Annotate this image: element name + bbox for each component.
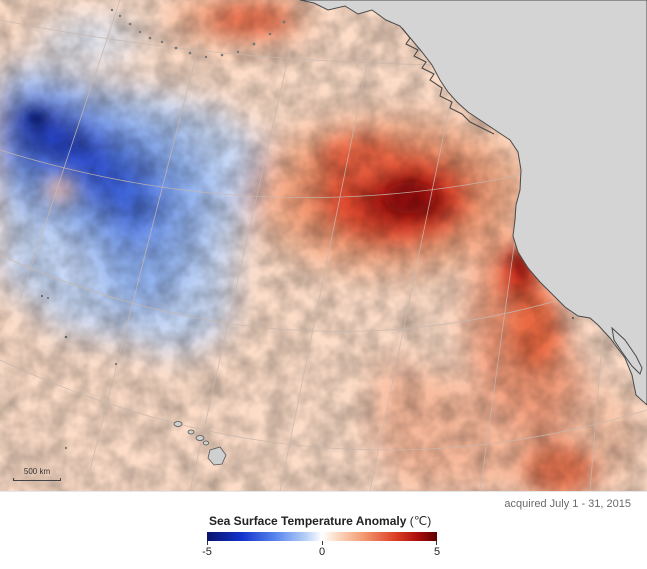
aleutian-islands [110, 8, 286, 59]
legend-mid-label: 0 [318, 546, 326, 558]
scale-bar-label: 500 km [23, 467, 51, 476]
legend-color-ramp [207, 532, 437, 541]
legend-tick-min [207, 541, 208, 545]
scale-bar: 500 km [13, 467, 61, 481]
legend-title: Sea Surface Temperature Anomaly (℃) [209, 514, 431, 528]
anomaly-field [0, 0, 647, 491]
sst-anomaly-map: 500 km [0, 0, 647, 492]
small-islands [40, 294, 575, 449]
legend-unit: (℃) [409, 514, 432, 528]
legend-tick-max [436, 541, 437, 545]
north-america-landmass [299, 0, 647, 406]
legend-min-label: -5 [202, 546, 212, 558]
color-legend: Sea Surface Temperature Anomaly (℃) -5 0… [190, 514, 455, 564]
legend-max-label: 5 [433, 546, 441, 558]
acquisition-date: acquired July 1 - 31, 2015 [504, 498, 631, 510]
legend-tick-mid [322, 541, 323, 545]
legend-title-text: Sea Surface Temperature Anomaly [209, 514, 407, 528]
hawaiian-islands [173, 421, 227, 466]
scale-bar-line [13, 478, 61, 481]
coastline-detail [401, 27, 495, 135]
baja-peninsula [611, 326, 643, 375]
